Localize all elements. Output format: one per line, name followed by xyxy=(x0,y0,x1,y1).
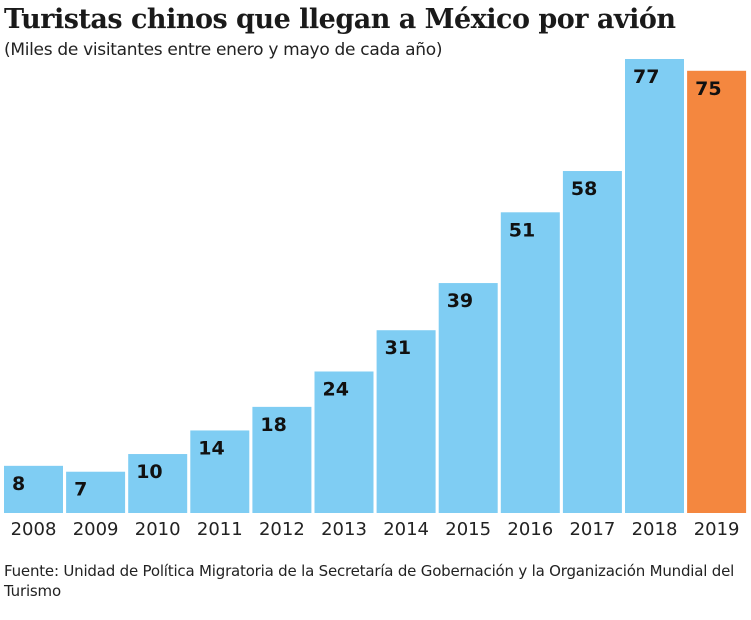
x-tick-label-2014: 2014 xyxy=(383,519,429,540)
chart-subtitle: (Miles de visitantes entre enero y mayo … xyxy=(4,40,443,60)
data-label-2010: 10 xyxy=(136,461,162,483)
bar-2009 xyxy=(66,471,126,513)
data-label-2013: 24 xyxy=(323,378,349,400)
bar-2019 xyxy=(687,70,747,513)
x-tick-label-2008: 2008 xyxy=(11,519,57,540)
data-label-2012: 18 xyxy=(260,414,286,436)
data-label-2016: 51 xyxy=(509,219,535,241)
x-tick-label-2011: 2011 xyxy=(197,519,243,540)
bar-chart: 8 2008 7 2009 10 2010 14 2011 18 2012 24 2013 31 2014… xyxy=(4,59,747,540)
chart-title: Turistas chinos que llegan a México por … xyxy=(4,4,676,35)
bar-2014 xyxy=(376,330,436,513)
bar-2012 xyxy=(252,406,312,513)
bar-2011 xyxy=(190,430,250,513)
x-tick-label-2012: 2012 xyxy=(259,519,305,540)
x-tick-label-2016: 2016 xyxy=(507,519,553,540)
data-label-2015: 39 xyxy=(447,290,473,312)
x-tick-label-2019: 2019 xyxy=(694,519,740,540)
data-label-2018: 77 xyxy=(633,66,659,88)
bar-2016 xyxy=(500,212,560,513)
x-tick-label-2015: 2015 xyxy=(445,519,491,540)
x-tick-label-2017: 2017 xyxy=(569,519,615,540)
bar-2008 xyxy=(4,465,63,513)
data-label-2011: 14 xyxy=(198,437,224,459)
data-label-2008: 8 xyxy=(12,473,25,495)
bar-2010 xyxy=(128,454,188,513)
bar-2013 xyxy=(314,371,374,513)
data-label-2009: 7 xyxy=(74,479,87,501)
bar-2017 xyxy=(562,171,622,513)
bar-2015 xyxy=(438,283,498,513)
data-label-2017: 58 xyxy=(571,178,597,200)
bar-2018 xyxy=(625,59,684,513)
x-tick-label-2009: 2009 xyxy=(73,519,119,540)
data-label-2019: 75 xyxy=(695,78,721,100)
x-tick-label-2018: 2018 xyxy=(632,519,678,540)
x-tick-label-2010: 2010 xyxy=(135,519,181,540)
x-tick-label-2013: 2013 xyxy=(321,519,367,540)
data-label-2014: 31 xyxy=(385,337,411,359)
source-note: Fuente: Unidad de Política Migratoria de… xyxy=(4,562,735,600)
